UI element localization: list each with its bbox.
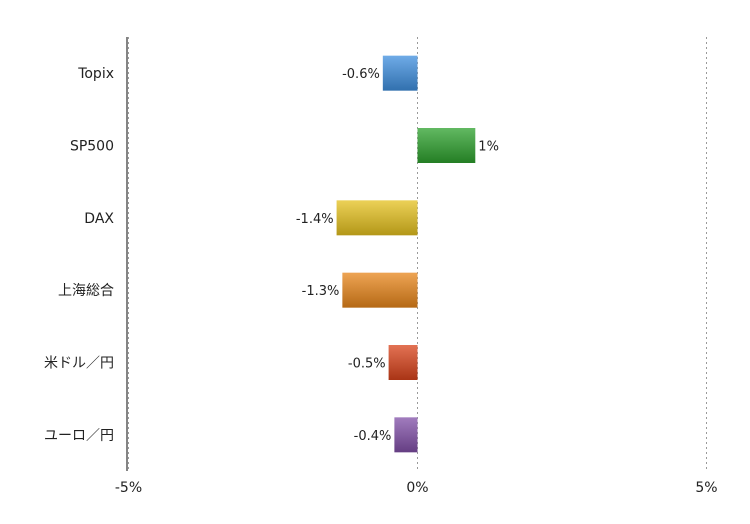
x-tick-label-2: 5%: [695, 480, 717, 496]
bar-3: [342, 272, 418, 308]
category-label-2: DAX: [84, 211, 114, 227]
category-label-5: ユーロ／円: [44, 428, 114, 444]
category-label-1: SP500: [70, 139, 114, 155]
category-label-0: Topix: [77, 66, 114, 82]
x-tick-label-0: -5%: [115, 480, 142, 496]
bar-5: [394, 417, 418, 453]
data-label-2: -1.4%: [296, 212, 334, 227]
data-label-1: 1%: [478, 140, 499, 155]
data-label-5: -0.4%: [354, 429, 392, 444]
data-label-0: -0.6%: [342, 67, 380, 82]
x-tick-label-1: 0%: [406, 480, 428, 496]
bars: [336, 55, 476, 453]
data-label-3: -1.3%: [302, 284, 340, 299]
gridlines: [128, 37, 707, 471]
labels: -5%0%5%10%Topix-0.6%SP5001%DAX-1.4%上海総合-…: [44, 66, 718, 496]
category-label-3: 上海総合: [58, 283, 114, 299]
category-label-4: 米ドル／円: [44, 356, 114, 372]
bar-4: [388, 345, 418, 380]
bar-2: [336, 200, 418, 236]
data-label-4: -0.5%: [348, 357, 386, 372]
bar-1: [417, 128, 476, 163]
bar-0: [382, 55, 418, 91]
